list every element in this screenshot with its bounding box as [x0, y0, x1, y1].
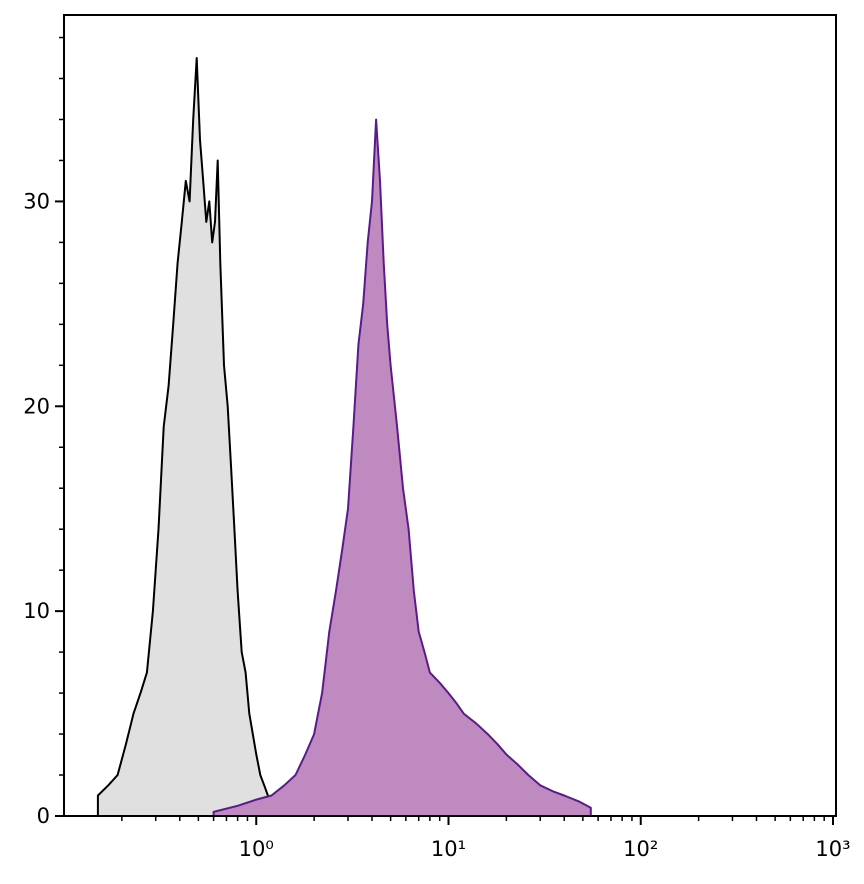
histogram-area: [96, 57, 280, 817]
y-tick-label: 30: [23, 189, 50, 213]
x-tick-label: 10⁰: [239, 837, 274, 861]
histogram-area: [212, 118, 592, 817]
y-tick-label: 10: [23, 599, 50, 623]
y-tick-label: 20: [23, 394, 50, 418]
x-tick-label: 10¹: [431, 837, 466, 861]
plot-frame: [63, 14, 837, 817]
x-tick-label: 10³: [815, 837, 850, 861]
y-tick-label: 0: [37, 804, 50, 828]
x-tick-label: 10²: [623, 837, 658, 861]
